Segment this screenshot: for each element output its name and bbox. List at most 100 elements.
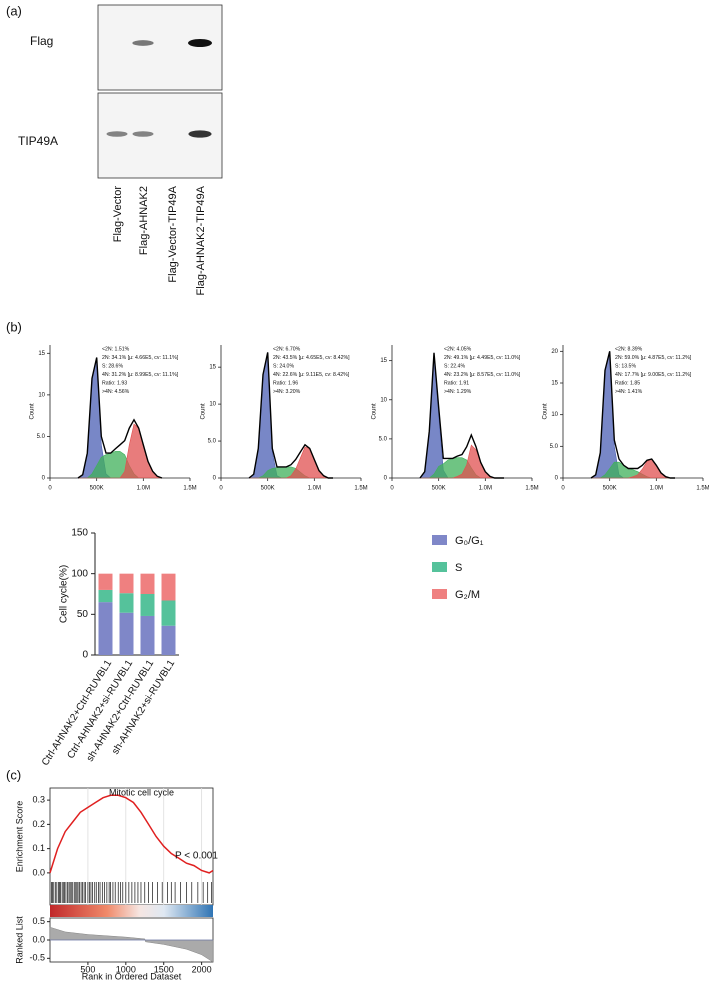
phase-fill xyxy=(590,351,675,479)
bar-segment xyxy=(140,615,155,655)
annotation: <2N: 8.39% xyxy=(615,346,643,352)
histogram-line xyxy=(419,352,504,479)
bar-segment xyxy=(119,593,134,613)
y-tick-label: 10 xyxy=(209,402,216,408)
x-tick-label: 500 xyxy=(80,964,95,974)
x-tick-label: 1000 xyxy=(116,964,136,974)
rank-heat-bar xyxy=(50,905,213,917)
y2-tick-label: 0.5 xyxy=(32,916,45,926)
annotation: 2N: 34.1% [µ: 4.66E5, cv: 11.1%] xyxy=(102,355,179,361)
legend-swatch xyxy=(432,562,447,572)
bar-segment xyxy=(140,573,155,594)
y-tick-label: 0.2 xyxy=(32,819,45,829)
x-tick-label: 0 xyxy=(561,486,565,492)
y-tick-label: 150 xyxy=(71,528,88,539)
y-tick-label: 0 xyxy=(555,476,559,482)
y-tick-label: 5.0 xyxy=(379,436,388,442)
y-tick-label: 0 xyxy=(42,476,46,482)
x-tick-label: 500K xyxy=(90,486,104,492)
blot-frame xyxy=(97,4,223,91)
y-tick-label: 15 xyxy=(209,365,216,371)
histogram-line xyxy=(77,357,163,479)
annotation: P < 0.001 xyxy=(175,851,218,862)
y-axis-label: Count xyxy=(372,403,378,419)
x-tick-label: 1.5M xyxy=(354,486,367,492)
y-tick-label: 10 xyxy=(551,412,558,418)
annotation: Ratio: 1.93 xyxy=(102,380,127,386)
chart-title: Mitotic cell cycle xyxy=(109,787,174,797)
y-tick-label: 0 xyxy=(384,476,388,482)
panel-label: (c) xyxy=(6,767,21,782)
annotation: <2N: 4.05% xyxy=(444,346,472,352)
bar-segment xyxy=(119,573,134,594)
bar-segment xyxy=(98,589,113,603)
y-axis-label: Count xyxy=(30,403,36,419)
legend-swatch xyxy=(432,535,447,545)
x-tick-label: 0 xyxy=(219,486,223,492)
x-tick-label: 1.5M xyxy=(183,486,196,492)
y-tick-label: 20 xyxy=(551,349,558,355)
blot-band xyxy=(132,131,154,137)
bar-segment xyxy=(161,573,176,601)
annotation: <2N: 6.70% xyxy=(273,346,301,352)
y2-axis-label: Ranked List xyxy=(14,916,24,964)
y-axis-label: Cell cycle(%) xyxy=(59,565,70,623)
x-tick-label: 1.5M xyxy=(525,486,538,492)
annotation: Ratio: 1.85 xyxy=(615,380,640,386)
annotation: Ratio: 1.91 xyxy=(444,380,469,386)
legend-label: G₀/G₁ xyxy=(455,535,484,547)
bar-segment xyxy=(98,573,113,590)
annotation: Ratio: 1.96 xyxy=(273,380,298,386)
annotation: 4N: 31.2% [µ: 8.99E5, cv: 11.1%] xyxy=(102,372,179,378)
x-tick-label: 1.0M xyxy=(479,486,492,492)
annotation: 4N: 23.2% [µ: 8.57E5, cv: 11.0%] xyxy=(444,372,521,378)
x-axis-label: Rank in Ordered Dataset xyxy=(82,971,182,981)
histogram-line xyxy=(590,351,675,479)
y-tick-label: 15 xyxy=(551,381,558,387)
y-tick-label: 15 xyxy=(38,351,45,357)
annotation: >4N: 4.56% xyxy=(102,389,130,395)
y-tick-label: 5.0 xyxy=(550,444,559,450)
y-axis-label: Count xyxy=(543,403,549,419)
annotation: 4N: 17.7% [µ: 9.00E5, cv: 11.2%] xyxy=(615,372,692,378)
histogram-line xyxy=(248,352,333,479)
x-tick-label: 1500 xyxy=(154,964,174,974)
x-tick-label: 0 xyxy=(390,486,394,492)
x-tick-label: 1.0M xyxy=(137,486,150,492)
annotation: 2N: 43.5% [µ: 4.65E5, cv: 8.42%] xyxy=(273,355,350,361)
y-axis-label: Enrichment Score xyxy=(14,801,24,873)
y-tick-label: 0.1 xyxy=(32,843,45,853)
lane-label: Flag-AHNAK2-TIP49A xyxy=(195,185,207,295)
x-tick-label: 0 xyxy=(48,486,52,492)
y-tick-label: 0 xyxy=(213,476,217,482)
blot-band xyxy=(188,39,212,47)
y-tick-label: 10 xyxy=(38,392,45,398)
panel-label: (b) xyxy=(6,319,22,334)
y-tick-label: 10 xyxy=(380,397,387,403)
blot-band xyxy=(188,130,212,138)
x-tick-label: 2000 xyxy=(192,964,212,974)
blot-band xyxy=(132,40,154,46)
annotation: >4N: 1.29% xyxy=(444,389,472,395)
annotation: 2N: 59.0% [µ: 4.87E5, cv: 11.2%] xyxy=(615,355,692,361)
lane-label: Flag-Vector-TIP49A xyxy=(167,185,179,282)
bar-segment xyxy=(119,612,134,655)
x-tick-label: 1.0M xyxy=(650,486,663,492)
lane-label: Flag-AHNAK2 xyxy=(138,186,150,255)
ranked-metric xyxy=(49,926,214,963)
annotation: 4N: 22.6% [µ: 9.11E5, cv: 8.42%] xyxy=(273,372,350,378)
annotation: S: 28.6% xyxy=(102,363,123,369)
x-tick-label: 1.0M xyxy=(308,486,321,492)
legend-label: S xyxy=(455,562,462,574)
y2-tick-label: 0.0 xyxy=(32,934,45,944)
bar-segment xyxy=(161,625,176,655)
y-tick-label: 50 xyxy=(77,609,89,620)
y2-tick-label: -0.5 xyxy=(29,953,45,963)
legend-label: G₂/M xyxy=(455,589,480,601)
y-tick-label: 0.3 xyxy=(32,795,45,805)
blot-row-label: TIP49A xyxy=(18,134,58,148)
annotation: <2N: 1.51% xyxy=(102,346,130,352)
y-tick-label: 5.0 xyxy=(208,439,217,445)
